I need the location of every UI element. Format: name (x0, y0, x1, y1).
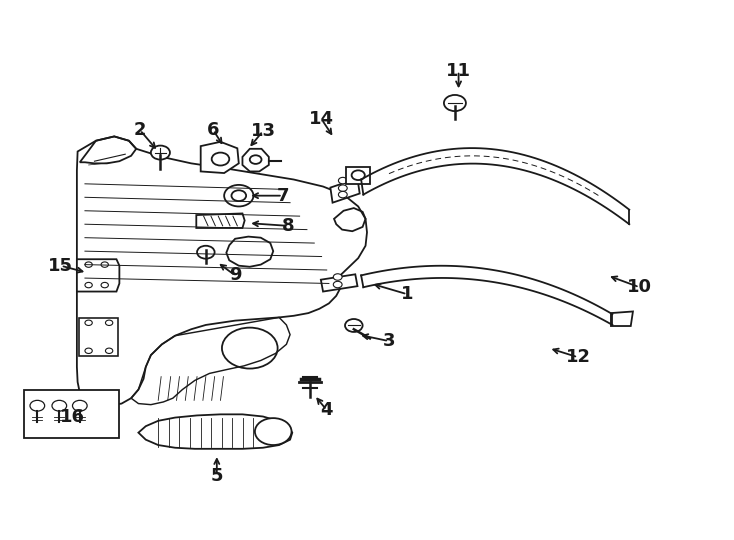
Text: 13: 13 (250, 122, 275, 140)
Text: 14: 14 (309, 110, 334, 128)
Text: 15: 15 (48, 256, 73, 275)
Circle shape (151, 146, 170, 160)
Circle shape (73, 400, 87, 411)
Text: 2: 2 (134, 121, 146, 139)
Circle shape (250, 156, 261, 164)
Circle shape (231, 190, 246, 201)
Circle shape (52, 400, 67, 411)
Circle shape (338, 185, 347, 191)
Text: 6: 6 (207, 121, 219, 139)
Circle shape (338, 191, 347, 198)
Text: 9: 9 (229, 266, 241, 285)
Circle shape (224, 185, 253, 206)
Circle shape (30, 400, 45, 411)
FancyBboxPatch shape (24, 389, 120, 438)
Circle shape (345, 319, 363, 332)
Circle shape (255, 418, 291, 445)
Circle shape (333, 274, 342, 280)
Text: 3: 3 (382, 332, 395, 350)
Polygon shape (321, 274, 357, 292)
Polygon shape (139, 414, 292, 449)
Polygon shape (77, 259, 120, 292)
Text: 7: 7 (277, 187, 289, 205)
Text: 12: 12 (565, 348, 590, 366)
Text: 16: 16 (60, 408, 85, 426)
Text: 5: 5 (211, 467, 223, 485)
Circle shape (333, 281, 342, 288)
Text: 10: 10 (627, 278, 652, 296)
Circle shape (338, 177, 347, 184)
Circle shape (101, 282, 109, 288)
Polygon shape (200, 142, 239, 173)
Circle shape (85, 262, 92, 267)
Circle shape (444, 95, 466, 111)
Polygon shape (196, 213, 244, 228)
Polygon shape (611, 312, 633, 326)
Circle shape (85, 282, 92, 288)
Polygon shape (330, 178, 360, 202)
Circle shape (197, 246, 214, 259)
Circle shape (211, 153, 229, 165)
FancyBboxPatch shape (346, 166, 370, 184)
Text: 8: 8 (282, 217, 294, 235)
Text: 4: 4 (321, 401, 333, 419)
Circle shape (352, 170, 365, 180)
Text: 11: 11 (446, 62, 471, 80)
Text: 1: 1 (401, 285, 413, 303)
Polygon shape (242, 149, 269, 171)
Circle shape (101, 262, 109, 267)
